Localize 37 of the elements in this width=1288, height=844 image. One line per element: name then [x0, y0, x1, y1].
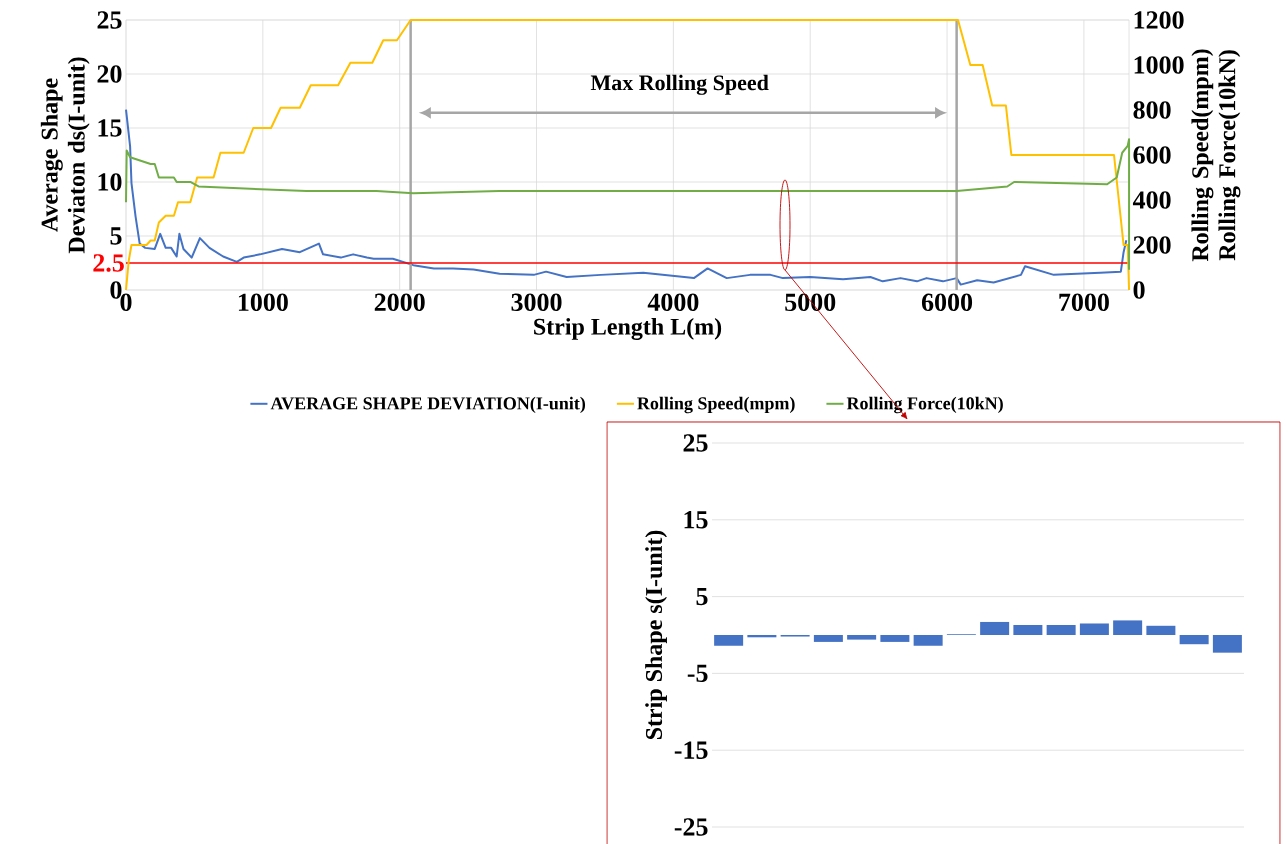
y-tick-label: -5: [687, 664, 708, 683]
y2-tick-label: 0: [1133, 281, 1145, 299]
legend-label: Rolling Speed(mpm): [637, 396, 795, 414]
y-tick-label: 20: [97, 65, 122, 83]
y-tick-label: 25: [683, 434, 708, 452]
x-axis-title: Strip Length L(m): [534, 317, 722, 340]
line-series: [125, 19, 1131, 291]
y2-tick-label: 1200: [1134, 11, 1184, 29]
x-tick-label: 3000: [511, 293, 562, 312]
x-tick-label: 1000: [238, 293, 288, 312]
y2-tick-label: 1000: [1134, 56, 1184, 74]
x-tick-label: 2000: [374, 293, 425, 312]
legend-label: Rolling Force(10kN): [846, 396, 1003, 414]
y-tick-label: 10: [98, 173, 122, 191]
x-tick-label: 7000: [1059, 293, 1109, 312]
y-axis-title: Average Shape Deviaton ds(I-unit): [40, 57, 90, 254]
x-tick-label: 6000: [921, 293, 973, 312]
y2-tick-label: 400: [1132, 191, 1171, 209]
x-tick-label: 5000: [785, 293, 836, 312]
annotation: Max Rolling Speed: [590, 74, 769, 95]
y2-tick-label: 600: [1133, 146, 1171, 164]
y2-tick-label: 200: [1133, 236, 1171, 254]
y-tick-label: 15: [98, 119, 122, 137]
legend-label: AVERAGE SHAPE DEVIATION(I-unit): [270, 396, 586, 414]
y-tick-label: 25: [97, 11, 122, 29]
y-tick-label: -25: [674, 818, 708, 836]
y-tick-label: -15: [674, 741, 708, 759]
y2-axis-title: Rolling Speed(mpm) Rolling Force(10kN): [1191, 49, 1241, 262]
y-axis-title: Strip Shape s(I-unit): [645, 530, 667, 740]
y2-tick-label: 800: [1133, 101, 1171, 119]
ref-line-label: 2.5: [93, 254, 124, 272]
y-tick-label: 5: [696, 587, 708, 606]
y-tick-label: 15: [684, 511, 708, 529]
y-tick-label: 0: [110, 281, 122, 299]
y-tick-label: 5: [110, 227, 122, 245]
line-series: [125, 108, 1128, 286]
x-tick-label: 4000: [647, 293, 699, 312]
